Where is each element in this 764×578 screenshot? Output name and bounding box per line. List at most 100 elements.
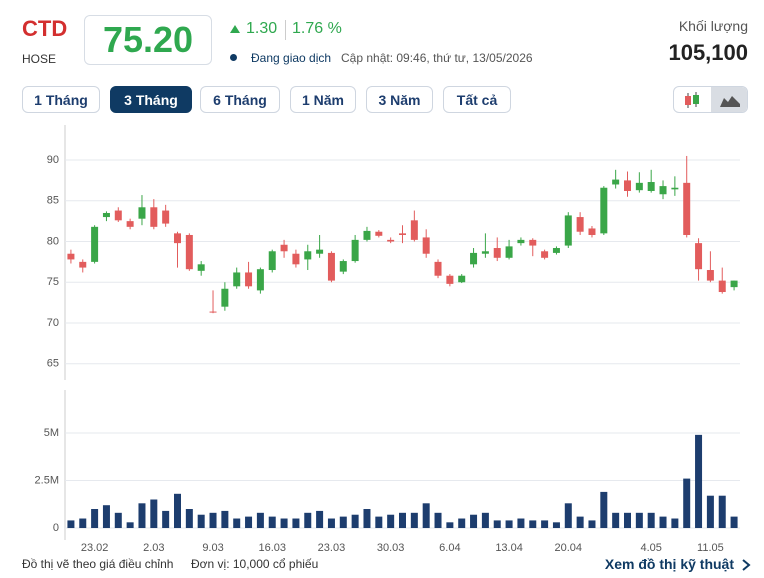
candle-body: [481, 251, 489, 254]
candle-body: [221, 288, 229, 307]
volume-bar: [126, 522, 134, 529]
x-tick-label: 2.03: [143, 542, 164, 554]
volume-bar: [529, 520, 537, 529]
price: 75.20: [84, 15, 212, 65]
volume-tick-label: 5M: [44, 427, 59, 439]
y-tick-label: 70: [47, 317, 59, 329]
status-dot: [230, 54, 237, 61]
range-button[interactable]: 3 Năm: [366, 86, 433, 113]
candle-body: [612, 179, 620, 185]
candle-body: [304, 251, 312, 260]
volume-bar: [706, 495, 714, 529]
technical-chart-link[interactable]: Xem đồ thị kỹ thuật: [604, 556, 734, 572]
candle-body: [185, 234, 193, 270]
volume-bar: [493, 520, 501, 529]
volume-bar: [422, 503, 430, 529]
volume-tick-label: 0: [53, 522, 59, 534]
range-button[interactable]: Tất cả: [443, 86, 511, 113]
candle-body: [730, 280, 738, 288]
volume-bar: [387, 514, 395, 529]
candle-body: [292, 253, 300, 265]
volume-bar: [624, 512, 631, 529]
footer-note: Đồ thị vẽ theo giá điều chỉnh: [22, 557, 174, 571]
candle-body: [517, 239, 525, 244]
candle-body: [718, 280, 726, 293]
candle-body: [671, 187, 679, 190]
volume-bar: [517, 518, 525, 529]
volume-bar: [256, 512, 264, 529]
volume-bar: [659, 516, 667, 529]
volume-bar: [730, 516, 738, 529]
candle-body: [126, 221, 134, 227]
volume-bar: [612, 512, 620, 529]
candle-body: [399, 233, 406, 235]
volume-bar: [162, 510, 170, 529]
chart-type-toggle: [673, 86, 748, 113]
status: Đang giao dịch: [251, 51, 332, 65]
candle-body: [351, 239, 359, 262]
x-tick-label: 6.04: [439, 542, 460, 554]
x-tick-label: 30.03: [377, 542, 405, 554]
candle-body: [316, 249, 324, 254]
up-arrow: [230, 25, 240, 33]
candle-body: [588, 228, 596, 235]
x-tick-label: 20.04: [555, 542, 583, 554]
candle-body: [150, 207, 158, 227]
candle-body: [174, 233, 181, 244]
candle-body: [647, 182, 655, 191]
volume-bar: [564, 503, 572, 529]
range-button[interactable]: 1 Tháng: [22, 86, 100, 113]
range-button[interactable]: 3 Tháng: [110, 86, 192, 113]
candle-body: [505, 246, 513, 258]
x-tick-label: 11.05: [697, 542, 724, 554]
y-tick-label: 90: [47, 154, 59, 166]
candle-body: [280, 244, 288, 252]
volume-bar: [588, 520, 596, 529]
y-tick-label: 80: [47, 235, 59, 247]
volume-bar: [209, 512, 217, 529]
volume-bar: [552, 522, 560, 529]
volume-bar: [79, 518, 87, 529]
volume-bar: [718, 495, 726, 529]
candle-body: [706, 270, 714, 281]
candle-body: [541, 251, 549, 258]
candle-body: [245, 272, 253, 287]
candle-body: [434, 261, 442, 276]
volume-bar: [280, 518, 288, 529]
candle-body: [529, 239, 537, 246]
candle-body: [387, 239, 395, 242]
volume-bar: [150, 499, 158, 529]
chart-type-icons[interactable]: [674, 87, 748, 113]
volume-bar: [114, 512, 122, 529]
x-tick-label: 23.02: [81, 542, 109, 554]
candle-body: [659, 186, 667, 195]
volume-bar: [375, 516, 383, 529]
volume-bar: [91, 509, 99, 529]
change: 1.30: [246, 20, 278, 37]
candle-body: [233, 272, 241, 287]
volume-bar: [481, 512, 489, 529]
volume-bar: [221, 510, 229, 529]
volume-bar: [576, 516, 584, 529]
volume-bar: [102, 505, 110, 529]
candle-body: [67, 253, 75, 260]
volume-bar: [351, 514, 359, 529]
candle-body: [576, 217, 584, 232]
candle-body: [446, 275, 454, 284]
volume-bar: [446, 522, 454, 529]
volume-bar: [647, 512, 655, 529]
volume-label: Khối lượng: [678, 18, 748, 34]
range-button[interactable]: 1 Năm: [290, 86, 356, 113]
candle-body: [375, 231, 383, 236]
candle-body: [209, 311, 217, 313]
range-button[interactable]: 6 Tháng: [200, 86, 280, 113]
volume-bar: [505, 520, 513, 529]
volume-bar: [233, 518, 241, 529]
volume-tick-label: 2.5M: [35, 474, 59, 486]
candle-body: [683, 182, 691, 235]
updated: Cập nhật: 09:46, thứ tư, 13/05/2026: [341, 51, 533, 65]
volume: 105,100: [668, 40, 748, 65]
candle-body: [552, 248, 560, 253]
candle-body: [102, 212, 110, 218]
